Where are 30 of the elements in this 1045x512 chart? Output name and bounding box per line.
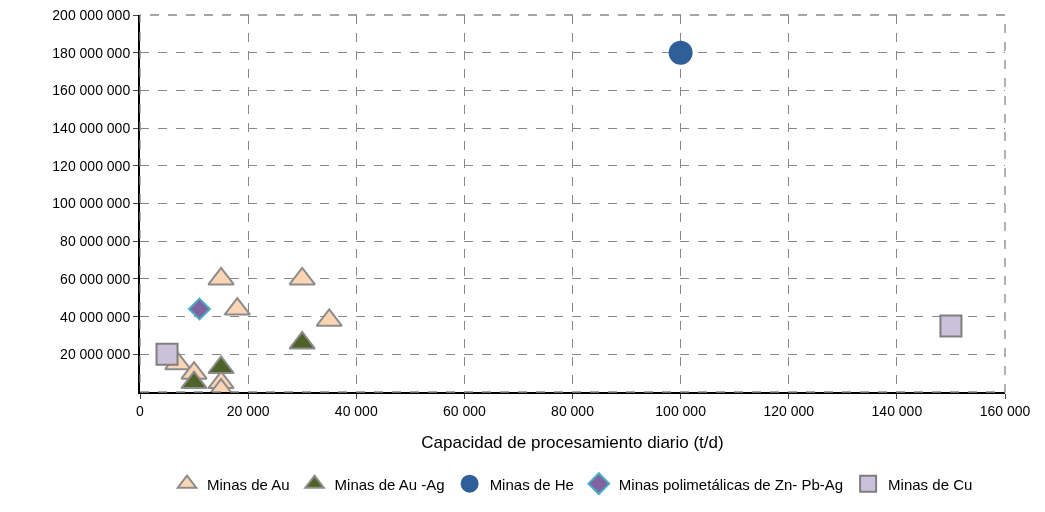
x-tick-label: 60 000 — [442, 402, 486, 419]
y-tick-label: 160 000 000 — [52, 82, 131, 99]
x-tick-label: 120 000 — [763, 402, 815, 419]
y-tick-label: 80 000 000 — [60, 233, 131, 250]
y-tick-label: 140 000 000 — [52, 120, 131, 136]
legend-label: Minas polimetálicas de Zn- Pb-Ag — [618, 475, 844, 493]
point — [288, 266, 316, 286]
y-tick-label: 20 000 000 — [60, 346, 131, 363]
legend-label: Minas de Cu — [888, 475, 973, 493]
point — [180, 370, 208, 390]
y-tick-label: 120 000 000 — [52, 157, 131, 174]
legend-label: Minas de Au -Ag — [334, 475, 445, 493]
x-tick-label: 160 000 — [979, 402, 1031, 419]
legend-label: Minas de Au — [207, 475, 290, 493]
y-tick-label: 200 000 000 — [52, 6, 131, 23]
x-tick-label: 0 — [136, 402, 145, 419]
legend-label: Minas de He — [489, 475, 574, 493]
y-tick-label: 60 000 000 — [60, 270, 131, 287]
x-tick-label: 20 000 — [226, 402, 270, 419]
x-axis-title: Capacidad de procesamiento diario (t/d) — [421, 432, 724, 452]
point — [207, 266, 235, 286]
x-tick-label: 80 000 — [551, 402, 595, 419]
point — [668, 40, 693, 65]
y-tick-label: 100 000 000 — [52, 195, 131, 212]
x-tick-label: 100 000 — [655, 402, 707, 419]
point — [288, 330, 316, 350]
x-tick-label: 40 000 — [334, 402, 378, 419]
x-tick-label: 140 000 — [871, 402, 923, 419]
y-tick-label: 40 000 000 — [60, 308, 131, 325]
y-tick-label: 180 000 000 — [52, 44, 131, 61]
